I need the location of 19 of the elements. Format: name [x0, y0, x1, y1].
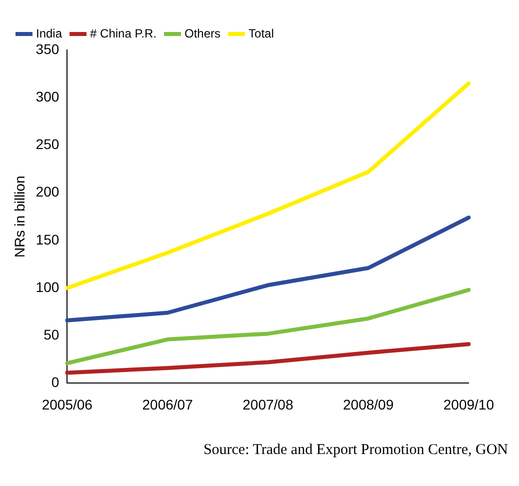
y-tick-label: 350: [36, 40, 60, 57]
x-tick-label: 2007/08: [242, 396, 294, 412]
x-tick-label: 2009/10: [443, 396, 494, 412]
y-tick-label: 100: [36, 278, 60, 295]
y-tick-label: 200: [36, 184, 60, 200]
source-note: Source: Trade and Export Promotion Centre, GON: [202, 442, 508, 459]
y-tick-label: 300: [36, 88, 60, 104]
y-tick-label: 250: [36, 136, 60, 152]
legend-label: Others: [184, 26, 221, 40]
x-tick-label: 2008/09: [343, 396, 394, 412]
legend-label: # China P.R.: [90, 26, 157, 40]
y-tick-label: 50: [44, 326, 60, 342]
x-tick-label: 2006/07: [142, 396, 194, 412]
legend-label: India: [36, 26, 62, 40]
legend-label: Total: [248, 26, 274, 40]
x-tick-label: 2005/06: [42, 396, 93, 412]
y-axis-title: NRs in billion: [11, 176, 28, 258]
y-tick-label: 0: [51, 374, 60, 390]
y-tick-label: 150: [36, 231, 60, 248]
